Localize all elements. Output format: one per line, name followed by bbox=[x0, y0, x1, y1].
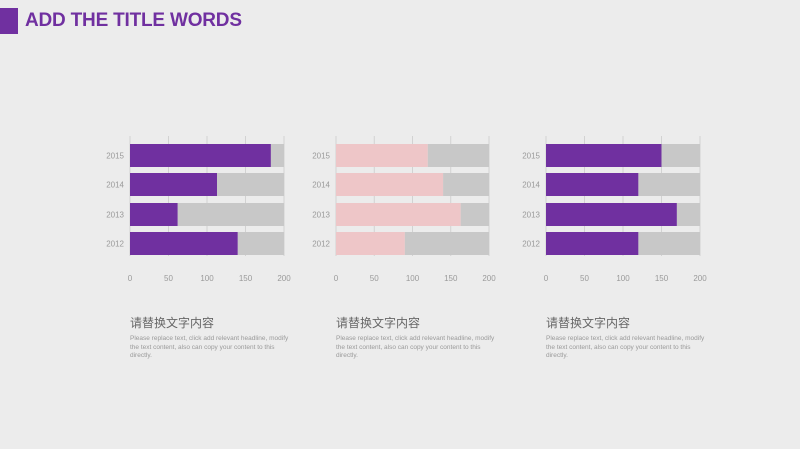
bar-remainder bbox=[676, 203, 700, 226]
bar-remainder bbox=[443, 173, 489, 196]
y-category-label: 2012 bbox=[522, 240, 540, 249]
caption-body: Please replace text, click add relevant … bbox=[336, 335, 495, 359]
x-tick-label: 50 bbox=[164, 274, 173, 283]
bar-value bbox=[336, 203, 461, 226]
y-category-label: 2012 bbox=[312, 240, 330, 249]
caption-title: 请替换文字内容 bbox=[336, 316, 421, 330]
y-category-label: 2014 bbox=[106, 181, 124, 190]
bar-value bbox=[336, 232, 405, 255]
bar-remainder bbox=[237, 232, 284, 255]
bar-remainder bbox=[460, 203, 489, 226]
bar-remainder bbox=[404, 232, 489, 255]
x-tick-label: 100 bbox=[406, 274, 420, 283]
bar-remainder bbox=[177, 203, 284, 226]
bar-value bbox=[546, 144, 662, 167]
caption-body: Please replace text, click add relevant … bbox=[130, 335, 289, 359]
bar-remainder bbox=[270, 144, 284, 167]
y-category-label: 2013 bbox=[312, 211, 330, 220]
x-tick-label: 200 bbox=[693, 274, 707, 283]
caption-body: Please replace text, click add relevant … bbox=[546, 335, 705, 359]
bar-chart-1: 0 50 100 150 200 2015 2014 2013 2012 bbox=[106, 136, 291, 283]
page-title: ADD THE TITLE WORDS bbox=[25, 10, 242, 31]
x-tick-label: 200 bbox=[277, 274, 291, 283]
x-tick-label: 50 bbox=[580, 274, 589, 283]
x-tick-label: 100 bbox=[616, 274, 630, 283]
bar-value bbox=[130, 232, 238, 255]
y-category-label: 2015 bbox=[312, 152, 330, 161]
x-tick-label: 50 bbox=[370, 274, 379, 283]
bar-chart-2: 0 50 100 150 200 2015 2014 2013 2012 bbox=[312, 136, 496, 283]
x-tick-label: 0 bbox=[128, 274, 133, 283]
caption-3: 请替换文字内容 Please replace text, click add r… bbox=[546, 314, 706, 361]
bar-value bbox=[546, 232, 639, 255]
bar-value bbox=[130, 144, 271, 167]
y-category-label: 2013 bbox=[522, 211, 540, 220]
caption-1: 请替换文字内容 Please replace text, click add r… bbox=[130, 314, 290, 361]
bar-value bbox=[546, 203, 677, 226]
bar-chart-3: 0 50 100 150 200 2015 2014 2013 2012 bbox=[522, 136, 707, 283]
x-tick-label: 150 bbox=[444, 274, 458, 283]
bar-remainder bbox=[638, 232, 700, 255]
x-tick-label: 150 bbox=[655, 274, 669, 283]
bar-value bbox=[336, 144, 428, 167]
y-category-label: 2015 bbox=[106, 152, 124, 161]
bar-value bbox=[130, 173, 218, 196]
x-tick-label: 0 bbox=[544, 274, 549, 283]
y-category-label: 2015 bbox=[522, 152, 540, 161]
title-accent-block bbox=[0, 8, 18, 34]
bar-remainder bbox=[638, 173, 700, 196]
y-category-label: 2013 bbox=[106, 211, 124, 220]
caption-title: 请替换文字内容 bbox=[546, 316, 631, 330]
caption-2: 请替换文字内容 Please replace text, click add r… bbox=[336, 314, 496, 361]
bar-value bbox=[546, 173, 639, 196]
bar-value bbox=[130, 203, 178, 226]
y-category-label: 2012 bbox=[106, 240, 124, 249]
bar-remainder bbox=[427, 144, 489, 167]
x-tick-label: 100 bbox=[200, 274, 214, 283]
x-tick-label: 0 bbox=[334, 274, 339, 283]
bar-remainder bbox=[217, 173, 284, 196]
y-category-label: 2014 bbox=[312, 181, 330, 190]
caption-title: 请替换文字内容 bbox=[130, 316, 215, 330]
x-tick-label: 150 bbox=[239, 274, 253, 283]
y-category-label: 2014 bbox=[522, 181, 540, 190]
bar-value bbox=[336, 173, 444, 196]
bar-remainder bbox=[661, 144, 700, 167]
x-tick-label: 200 bbox=[482, 274, 496, 283]
